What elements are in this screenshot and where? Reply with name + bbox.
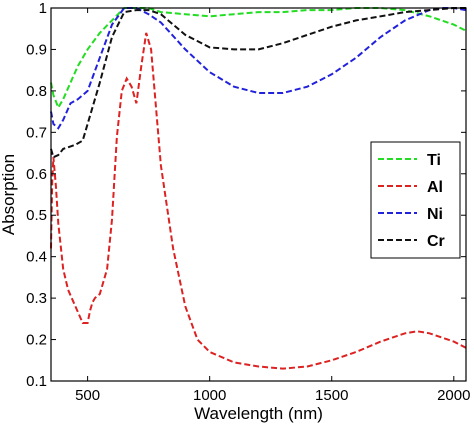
y-tick-label: 0.9	[26, 41, 47, 58]
y-tick-label: 0.7	[26, 124, 47, 141]
y-tick-label: 0.8	[26, 83, 47, 100]
y-axis-ticks: 0.1 0.2 0.3 0.4 0.5 0.6 0.7 0.8 0.9 1	[26, 0, 466, 390]
series-line-cr	[50, 7, 466, 159]
y-axis-label: Absorption	[0, 154, 18, 235]
x-tick-label: 500	[75, 387, 100, 404]
legend-label-ni: Ni	[427, 206, 443, 223]
plot-frame	[50, 7, 467, 382]
y-tick-label: 0.4	[26, 249, 47, 266]
series-line-ni	[50, 7, 467, 130]
x-tick-label: 1000	[193, 387, 226, 404]
y-tick-label: 0.5	[26, 207, 47, 224]
y-tick-label: 1	[39, 0, 47, 17]
y-tick-label: 0.6	[26, 166, 47, 183]
y-tick-label: 0.2	[26, 332, 47, 349]
x-axis-label: Wavelength (nm)	[194, 404, 323, 423]
legend-label-ti: Ti	[427, 152, 441, 169]
y-tick-label: 0.1	[26, 373, 47, 390]
x-tick-label: 2000	[437, 387, 470, 404]
series-line-al	[50, 32, 467, 370]
legend-label-al: Al	[427, 179, 443, 196]
legend-box	[370, 141, 461, 259]
x-axis-ticks: 500 1000 1500 2000	[75, 8, 470, 404]
legend-label-cr: Cr	[427, 233, 445, 250]
x-tick-label: 1500	[315, 387, 348, 404]
legend: Ti Al Ni Cr	[370, 141, 461, 259]
y-tick-label: 0.3	[26, 290, 47, 307]
